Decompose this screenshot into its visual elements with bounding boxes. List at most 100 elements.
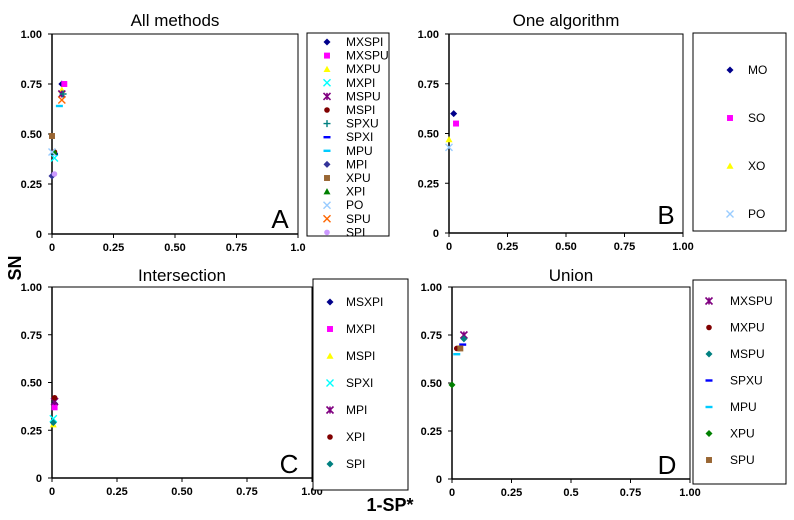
legend-label-mxpu: MXPU bbox=[346, 62, 381, 76]
legend-marker-mxpi bbox=[323, 78, 331, 87]
legend-label-mpu: MPU bbox=[730, 400, 757, 414]
data-point-po bbox=[48, 148, 56, 156]
legend-label-xpi: XPI bbox=[346, 430, 365, 444]
y-tick-label: 0.50 bbox=[21, 378, 42, 390]
legend-label-spxu: SPXU bbox=[730, 374, 763, 388]
legend: MO SO XO PO bbox=[692, 32, 787, 232]
legend-label-spxi: SPXI bbox=[346, 130, 373, 144]
y-axis-label: SN bbox=[5, 255, 25, 280]
legend: MXSPIMXSPUMXPUMXPIMSPUMSPISPXUSPXIMPUMPI… bbox=[306, 32, 390, 239]
data-point-so bbox=[453, 120, 459, 127]
data-point-mpu bbox=[55, 104, 63, 108]
legend-marker-spi bbox=[326, 460, 334, 468]
y-tick-label: 0.75 bbox=[421, 330, 442, 342]
legend-marker-xpu bbox=[324, 175, 330, 181]
legend-label-mpi: MPI bbox=[346, 157, 367, 171]
data-point-xpu bbox=[448, 381, 456, 389]
y-tick-label: 1.00 bbox=[21, 282, 42, 294]
data-point-mo bbox=[450, 110, 458, 118]
chart-panel-c: Intersection 0 0.25 0.50 0.75 1.00 0 0.25 0.50 0.… bbox=[21, 266, 409, 498]
legend-label-spi: SPI bbox=[346, 457, 365, 471]
data-point-spxi bbox=[49, 414, 58, 423]
chart-panel-b: One algorithm 0 0.25 0.50 0.75 1.00 0 0.25 0.50 0… bbox=[418, 11, 787, 253]
legend-marker-xo bbox=[726, 162, 734, 169]
x-tick-label: 0 bbox=[446, 241, 452, 253]
data-point-spu bbox=[457, 345, 464, 352]
x-tick-label: 0.50 bbox=[164, 242, 185, 254]
legend-marker-xpi bbox=[323, 188, 331, 195]
data-point-mxpi bbox=[51, 404, 58, 411]
legend-label-mxspu: MXSPU bbox=[346, 49, 389, 63]
data-point-xo bbox=[445, 135, 453, 143]
panel-label: B bbox=[657, 200, 674, 230]
x-tick-label: 0.25 bbox=[501, 487, 522, 499]
x-tick-label: 0.25 bbox=[497, 241, 518, 253]
legend-marker-mspu bbox=[705, 350, 713, 358]
legend-label-spxi: SPXI bbox=[346, 376, 373, 390]
legend-label-so: SO bbox=[748, 111, 765, 125]
x-tick-label: 0.25 bbox=[106, 486, 127, 498]
x-axis-label: 1-SP* bbox=[366, 495, 413, 515]
y-tick-label: 0.75 bbox=[21, 330, 42, 342]
data-point-spi bbox=[51, 171, 58, 177]
x-tick-label: 1.00 bbox=[672, 241, 693, 253]
data-point-mpu bbox=[453, 353, 461, 356]
panel-label: A bbox=[271, 204, 289, 234]
legend-marker-xpu bbox=[705, 430, 713, 437]
legend-label-mxpu: MXPU bbox=[730, 321, 765, 335]
legend: MXSPU MXPU MSPU SPXU MPU XPU SPU bbox=[692, 279, 787, 485]
panel-label: D bbox=[658, 450, 677, 480]
legend-label-mo: MO bbox=[748, 63, 767, 77]
data-point-mxpi bbox=[50, 154, 59, 162]
x-tick-label: 0.75 bbox=[236, 486, 257, 498]
legend-marker-spi bbox=[324, 229, 330, 236]
legend-marker-mo bbox=[726, 66, 734, 74]
plot-area bbox=[51, 286, 313, 479]
legend-marker-po bbox=[323, 201, 331, 210]
y-tick-label: 0 bbox=[436, 474, 442, 486]
x-tick-label: 0.25 bbox=[103, 242, 124, 254]
chart-title: Intersection bbox=[138, 266, 226, 285]
legend-label-mxpi: MXPI bbox=[346, 76, 375, 90]
y-tick-label: 0.25 bbox=[421, 426, 442, 438]
data-point-po bbox=[445, 143, 453, 152]
legend-label-mspi: MSPI bbox=[346, 103, 375, 117]
legend-label-po: PO bbox=[346, 198, 363, 212]
data-point-mspu bbox=[460, 335, 468, 343]
legend-label-xpu: XPU bbox=[730, 427, 755, 441]
legend-label-mxspu: MXSPU bbox=[730, 294, 773, 308]
legend-marker-xpi bbox=[327, 434, 333, 440]
x-tick-label: 0.75 bbox=[226, 242, 247, 254]
plot-area bbox=[451, 286, 691, 480]
x-tick-label: 1.00 bbox=[679, 487, 700, 499]
legend-marker-spxi bbox=[323, 136, 331, 139]
y-tick-label: 1.00 bbox=[421, 282, 442, 294]
legend-label-xpi: XPI bbox=[346, 185, 365, 199]
legend-marker-mxpu bbox=[323, 65, 331, 72]
legend-marker-mspi bbox=[324, 107, 330, 113]
plot-area bbox=[51, 33, 299, 235]
legend-label-mpu: MPU bbox=[346, 144, 373, 158]
data-point-spu bbox=[57, 96, 66, 104]
legend-marker-mxspu bbox=[704, 296, 714, 306]
legend-marker-spxi bbox=[326, 379, 334, 387]
y-tick-label: 0 bbox=[433, 228, 439, 240]
legend-marker-spxu bbox=[705, 379, 713, 382]
legend-label-mspi: MSPI bbox=[346, 349, 375, 363]
legend-label-spi: SPI bbox=[346, 225, 365, 239]
chart-title: One algorithm bbox=[513, 11, 620, 30]
legend-label-spxu: SPXU bbox=[346, 117, 379, 131]
legend-box bbox=[692, 279, 787, 485]
y-tick-label: 0.25 bbox=[21, 179, 42, 191]
legend-marker-mpu bbox=[705, 405, 713, 409]
legend: MSXPI MXPI MSPI SPXI MPI XPI SPI bbox=[312, 278, 409, 491]
chart-title: Union bbox=[549, 266, 593, 285]
y-tick-label: 0.25 bbox=[418, 178, 439, 190]
legend-marker-mxspi bbox=[323, 38, 331, 46]
legend-marker-mxpi bbox=[327, 326, 333, 332]
data-point-spi bbox=[49, 419, 57, 427]
data-point-spxu bbox=[59, 90, 67, 98]
x-tick-label: 0 bbox=[449, 487, 455, 499]
